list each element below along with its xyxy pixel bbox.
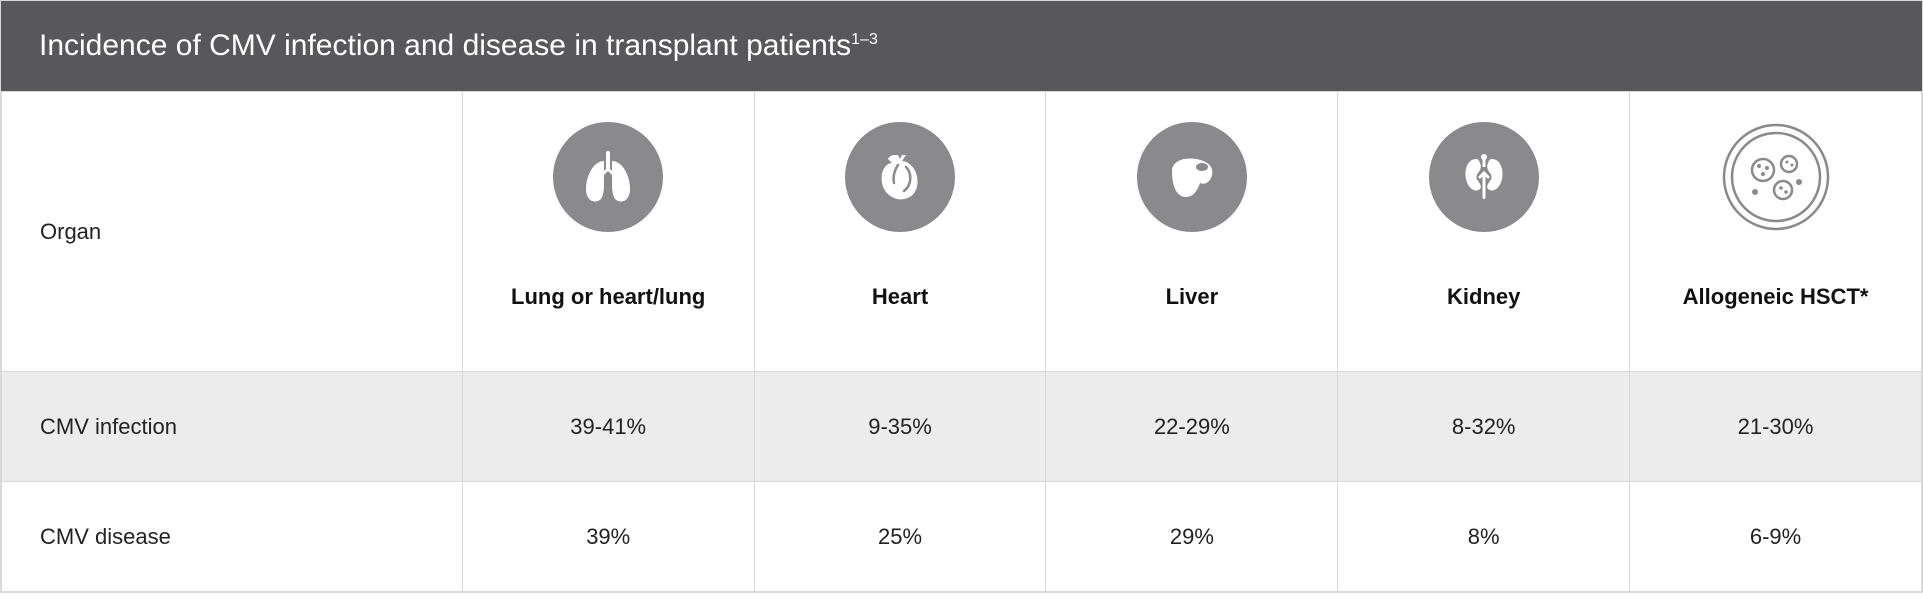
title-superscript: 1–3 <box>851 31 878 48</box>
cmv-incidence-table: Incidence of CMV infection and disease i… <box>0 0 1923 593</box>
disease-row: CMV disease 39% 25% 29% 8% 6-9% <box>2 482 1922 592</box>
disease-lung: 39% <box>462 482 754 592</box>
infection-liver: 22-29% <box>1046 372 1338 482</box>
col-header-kidney: Kidney <box>1338 92 1630 372</box>
disease-heart: 25% <box>754 482 1046 592</box>
col-label-hsct: Allogeneic HSCT* <box>1683 284 1869 310</box>
infection-hsct: 21-30% <box>1630 372 1922 482</box>
col-label-lung: Lung or heart/lung <box>511 284 705 310</box>
disease-row-label: CMV disease <box>2 482 463 592</box>
lungs-icon <box>553 122 663 232</box>
infection-kidney: 8-32% <box>1338 372 1630 482</box>
col-header-liver: Liver <box>1046 92 1338 372</box>
heart-icon <box>845 122 955 232</box>
header-row: Organ Lung or heart/lung <box>2 92 1922 372</box>
title-text: Incidence of CMV infection and disease i… <box>39 29 851 62</box>
col-label-kidney: Kidney <box>1447 284 1520 310</box>
data-table: Organ Lung or heart/lung <box>1 91 1922 592</box>
disease-liver: 29% <box>1046 482 1338 592</box>
infection-row: CMV infection 39-41% 9-35% 22-29% 8-32% … <box>2 372 1922 482</box>
disease-hsct: 6-9% <box>1630 482 1922 592</box>
organ-row-label: Organ <box>2 92 463 372</box>
col-header-hsct: Allogeneic HSCT* <box>1630 92 1922 372</box>
infection-heart: 9-35% <box>754 372 1046 482</box>
infection-lung: 39-41% <box>462 372 754 482</box>
col-label-heart: Heart <box>872 284 928 310</box>
col-header-heart: Heart <box>754 92 1046 372</box>
disease-kidney: 8% <box>1338 482 1630 592</box>
col-header-lung: Lung or heart/lung <box>462 92 754 372</box>
liver-icon <box>1137 122 1247 232</box>
kidney-icon <box>1429 122 1539 232</box>
cell-icon <box>1721 122 1831 232</box>
infection-row-label: CMV infection <box>2 372 463 482</box>
col-label-liver: Liver <box>1166 284 1219 310</box>
table-title: Incidence of CMV infection and disease i… <box>1 1 1922 91</box>
